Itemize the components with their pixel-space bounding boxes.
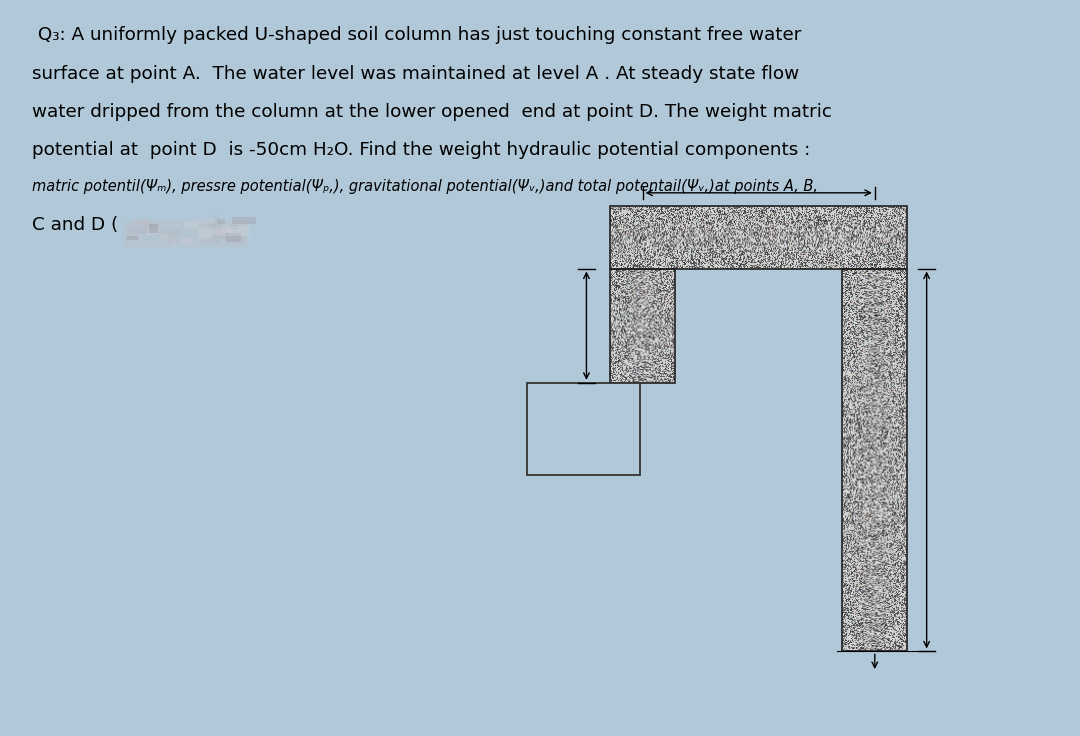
Bar [133,219,148,228]
Bar [184,222,211,227]
Bar [198,229,213,238]
Bar [125,233,140,236]
Bar [145,222,159,229]
Bar [124,220,248,247]
Bar [200,238,213,245]
Bar [610,269,675,383]
Bar [232,217,256,224]
Bar [214,214,220,224]
Bar [842,269,907,651]
Bar [180,238,191,245]
Bar [226,234,243,244]
Bar [213,225,229,234]
Bar [527,383,640,475]
Bar [126,227,147,234]
Bar [166,235,178,245]
Text: surface at point A.  The water level was maintained at level A . At steady state: surface at point A. The water level was … [32,65,799,82]
Bar [215,227,233,236]
Bar [126,236,138,240]
Bar [228,236,246,246]
Bar [211,234,228,239]
Bar [159,229,180,236]
Text: matric potentil(Ψₘ), pressre potential(Ψₚ,), gravitational potential(Ψᵥ,)and tot: matric potentil(Ψₘ), pressre potential(Ψ… [32,179,819,194]
Bar [190,219,217,224]
Bar [226,233,241,242]
Bar [610,206,907,269]
Bar [228,226,249,236]
Bar [171,238,178,247]
Bar [149,224,159,233]
Bar [217,219,225,224]
Text: C and D (: C and D ( [32,216,119,234]
Bar [213,222,221,230]
Text: water dripped from the column at the lower opened  end at point D. The weight ma: water dripped from the column at the low… [32,103,833,121]
Bar [199,223,216,227]
Bar [215,240,220,246]
Bar [147,228,161,235]
Bar [161,233,170,239]
Text: potential at  point D  is -50cm H₂O. Find the weight hydraulic potential compone: potential at point D is -50cm H₂O. Find … [32,141,811,159]
Text: Q₃: A uniformly packed U-shaped soil column has just touching constant free wate: Q₃: A uniformly packed U-shaped soil col… [32,26,801,43]
Bar [231,224,238,230]
